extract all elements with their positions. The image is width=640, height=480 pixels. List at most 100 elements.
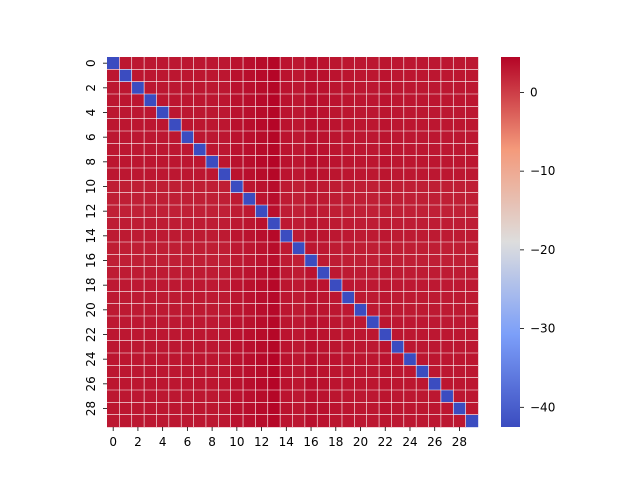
heatmap-cell <box>218 390 231 403</box>
heatmap-cell <box>193 340 207 354</box>
heatmap-cell <box>243 205 256 218</box>
heatmap-cell <box>354 143 367 156</box>
heatmap-cell <box>218 94 231 107</box>
heatmap-cell <box>403 217 417 230</box>
heatmap-cell <box>107 205 120 218</box>
heatmap-cell <box>379 106 392 119</box>
heatmap-cell <box>156 229 170 243</box>
heatmap-cell <box>341 340 355 354</box>
heatmap-cell <box>391 316 404 329</box>
heatmap-cell <box>453 377 466 391</box>
heatmap-cell <box>131 377 145 391</box>
heatmap-cell <box>168 205 182 218</box>
heatmap-cell <box>255 402 268 415</box>
heatmap-cell <box>280 118 293 132</box>
heatmap-cell <box>329 365 343 378</box>
heatmap-cell <box>391 192 404 206</box>
heatmap-cell <box>255 155 268 169</box>
heatmap-cell <box>267 143 281 156</box>
heatmap-cell-diagonal <box>428 377 442 391</box>
heatmap-cell <box>144 254 157 267</box>
heatmap-cell <box>243 414 256 428</box>
heatmap-cell <box>366 365 380 378</box>
heatmap-cell <box>416 328 429 341</box>
heatmap-cell <box>156 168 170 181</box>
heatmap-cell <box>416 291 429 304</box>
heatmap-cell <box>317 242 330 255</box>
y-tick-label: 28 <box>84 401 98 416</box>
heatmap-cell <box>267 266 281 280</box>
heatmap-cell <box>230 279 244 292</box>
heatmap-cell <box>131 192 145 206</box>
heatmap-cell <box>156 316 170 329</box>
heatmap-cell <box>292 57 306 70</box>
heatmap-cell <box>156 131 170 144</box>
heatmap-cell <box>453 217 466 230</box>
heatmap-cell <box>403 143 417 156</box>
heatmap-cell <box>119 192 132 206</box>
heatmap-cell <box>243 328 256 341</box>
heatmap-cell <box>329 155 343 169</box>
heatmap-cell <box>193 353 207 366</box>
heatmap-cell <box>440 242 454 255</box>
heatmap-cell <box>453 81 466 95</box>
heatmap-cell <box>391 57 404 70</box>
heatmap-cell <box>292 217 306 230</box>
heatmap-cell <box>341 81 355 95</box>
heatmap-cell <box>341 242 355 255</box>
heatmap-cell <box>156 217 170 230</box>
heatmap-cell <box>341 205 355 218</box>
heatmap-cell <box>317 340 330 354</box>
heatmap-cell <box>428 353 442 366</box>
y-tick-label: 22 <box>84 327 98 342</box>
heatmap-cell <box>218 340 231 354</box>
heatmap-cell <box>465 353 479 366</box>
heatmap-cell <box>280 192 293 206</box>
heatmap-cell <box>341 279 355 292</box>
y-tick-label: 2 <box>84 84 98 92</box>
heatmap-cell <box>354 229 367 243</box>
heatmap-cell <box>341 377 355 391</box>
heatmap-cell <box>354 180 367 193</box>
heatmap-cell <box>119 143 132 156</box>
heatmap-cell <box>354 353 367 366</box>
heatmap-cell <box>403 168 417 181</box>
heatmap-cell-diagonal <box>144 94 157 107</box>
heatmap-cell <box>168 353 182 366</box>
heatmap-cell <box>243 229 256 243</box>
heatmap-cell <box>168 168 182 181</box>
heatmap-cell <box>107 69 120 82</box>
heatmap-cell <box>329 94 343 107</box>
heatmap-cell <box>107 266 120 280</box>
heatmap-cell <box>440 328 454 341</box>
heatmap-cell <box>428 94 442 107</box>
y-tick-label: 14 <box>84 228 98 243</box>
heatmap-cell <box>255 303 268 317</box>
heatmap-cell <box>317 279 330 292</box>
heatmap-cell <box>465 303 479 317</box>
heatmap-cell <box>230 328 244 341</box>
heatmap-cell <box>403 57 417 70</box>
heatmap-cell <box>440 365 454 378</box>
heatmap-cell <box>193 291 207 304</box>
heatmap-cell <box>354 118 367 132</box>
heatmap-cell <box>304 328 318 341</box>
heatmap-cell <box>243 155 256 169</box>
heatmap-cell <box>156 291 170 304</box>
heatmap-cell <box>329 303 343 317</box>
colorbar-tick-label: −40 <box>530 400 555 414</box>
heatmap-cell <box>193 266 207 280</box>
heatmap-cell <box>107 291 120 304</box>
heatmap-cell <box>280 131 293 144</box>
heatmap-cell <box>329 69 343 82</box>
heatmap-cell <box>280 106 293 119</box>
heatmap-cell <box>292 168 306 181</box>
heatmap-cell <box>366 328 380 341</box>
heatmap-cell <box>243 81 256 95</box>
heatmap-cell <box>255 143 268 156</box>
heatmap-cell <box>416 118 429 132</box>
heatmap-cell <box>366 414 380 428</box>
heatmap-cell <box>403 303 417 317</box>
heatmap-cell <box>205 303 219 317</box>
heatmap-cell <box>341 266 355 280</box>
